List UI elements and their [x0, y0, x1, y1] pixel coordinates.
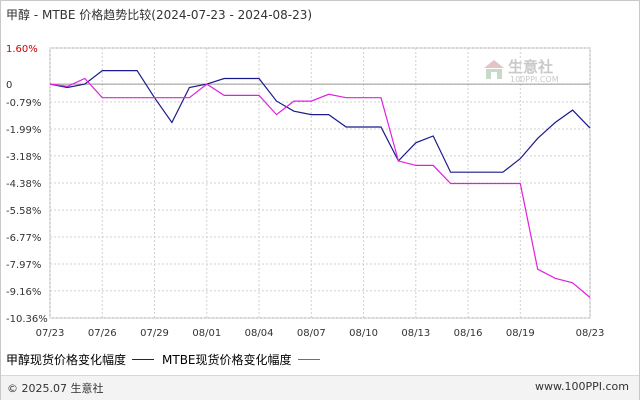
x-tick-label: 08/04	[245, 328, 274, 339]
watermark-url: 100PPI.COM	[510, 75, 559, 84]
legend-item-mtbe: MTBE现货价格变化幅度	[162, 351, 320, 368]
legend-label-methanol: 甲醇现货价格变化幅度	[6, 353, 127, 367]
y-tick-label: -10.36%	[6, 314, 48, 325]
x-tick-label: 07/26	[88, 328, 117, 339]
watermark-text: 生意社	[508, 58, 554, 76]
y-tick-label: 0	[6, 80, 12, 91]
y-tick-label: -6.77%	[6, 233, 41, 244]
y-tick-label: -5.58%	[6, 206, 41, 217]
series-line-0	[49, 69, 591, 173]
x-tick-label: 08/10	[349, 328, 378, 339]
y-tick-label: 1.60%	[6, 44, 38, 55]
footer-bar: © 2025.07 生意社 www.100PPI.com	[1, 375, 639, 400]
x-tick-label: 08/13	[401, 328, 430, 339]
y-tick-label: -1.99%	[6, 125, 41, 136]
site-url-link[interactable]: www.100PPI.com	[535, 380, 629, 393]
legend-label-mtbe: MTBE现货价格变化幅度	[162, 353, 292, 367]
y-tick-label: -7.97%	[6, 260, 41, 271]
y-tick-label: -4.38%	[6, 179, 41, 190]
legend-item-methanol: 甲醇现货价格变化幅度	[6, 351, 155, 368]
y-tick-label: -3.18%	[6, 152, 41, 163]
series-line-1	[49, 77, 591, 298]
watermark: 生意社 100PPI.COM	[480, 56, 576, 88]
legend-swatch-methanol	[132, 359, 155, 360]
x-tick-label: 08/19	[506, 328, 535, 339]
x-tick-label: 08/23	[576, 328, 605, 339]
legend-swatch-mtbe	[297, 359, 320, 360]
x-tick-label: 08/16	[454, 328, 483, 339]
y-tick-label: -0.79%	[6, 98, 41, 109]
x-tick-label: 08/07	[297, 328, 326, 339]
y-tick-label: -9.16%	[6, 287, 41, 298]
x-tick-label: 07/23	[36, 328, 65, 339]
watermark-logo-icon	[484, 60, 504, 79]
x-tick-label: 08/01	[192, 328, 221, 339]
legend: 甲醇现货价格变化幅度 MTBE现货价格变化幅度	[6, 351, 328, 368]
x-tick-label: 07/29	[140, 328, 169, 339]
chart-title: 甲醇 - MTBE 价格趋势比较(2024-07-23 - 2024-08-23…	[6, 8, 313, 22]
copyright-text: © 2025.07 生意社	[7, 382, 104, 395]
